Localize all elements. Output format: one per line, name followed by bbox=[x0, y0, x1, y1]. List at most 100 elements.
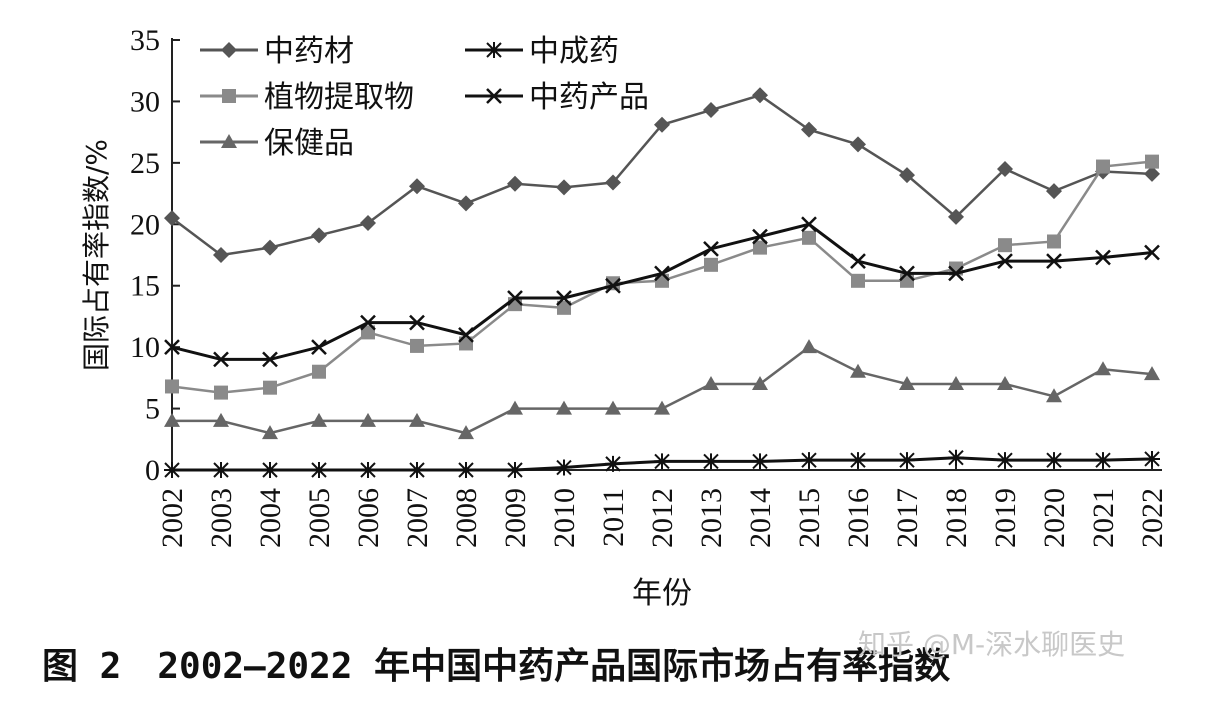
marker bbox=[458, 326, 474, 343]
marker bbox=[1095, 452, 1111, 469]
marker bbox=[222, 89, 236, 103]
marker bbox=[213, 247, 229, 263]
marker bbox=[752, 87, 768, 104]
marker bbox=[997, 253, 1013, 270]
x-tick-label: 2012 bbox=[646, 488, 679, 548]
x-tick-label: 2019 bbox=[989, 488, 1022, 548]
marker bbox=[507, 175, 523, 192]
y-tick-label: 35 bbox=[130, 24, 160, 57]
marker bbox=[899, 452, 915, 469]
marker bbox=[753, 240, 767, 255]
marker bbox=[409, 462, 425, 478]
marker bbox=[900, 273, 914, 288]
marker bbox=[262, 462, 278, 478]
marker bbox=[360, 215, 376, 232]
marker bbox=[486, 88, 502, 104]
marker bbox=[997, 452, 1013, 469]
x-tick-label: 2017 bbox=[891, 488, 924, 548]
marker bbox=[1144, 244, 1160, 261]
marker bbox=[556, 290, 572, 306]
marker bbox=[703, 453, 719, 470]
marker bbox=[948, 265, 964, 282]
marker bbox=[557, 300, 571, 315]
marker bbox=[1046, 452, 1062, 469]
marker bbox=[654, 453, 670, 470]
marker bbox=[752, 376, 768, 390]
marker bbox=[703, 376, 719, 390]
marker bbox=[556, 400, 572, 415]
marker bbox=[605, 400, 621, 415]
marker bbox=[703, 102, 719, 119]
marker bbox=[458, 462, 474, 478]
y-tick-label: 15 bbox=[130, 270, 160, 303]
marker bbox=[850, 452, 866, 469]
x-tick-label: 2021 bbox=[1087, 488, 1120, 548]
x-tick-label: 2011 bbox=[597, 488, 630, 547]
marker bbox=[997, 376, 1013, 390]
marker bbox=[361, 325, 375, 340]
marker bbox=[801, 216, 817, 233]
marker bbox=[998, 238, 1012, 253]
marker bbox=[311, 412, 327, 427]
watermark: 知乎 @M-深水聊医史 bbox=[858, 628, 1125, 661]
x-tick-label: 2006 bbox=[352, 488, 385, 548]
x-tick-label: 2002 bbox=[156, 488, 189, 548]
x-tick-label: 2005 bbox=[303, 488, 336, 548]
y-tick-label: 5 bbox=[145, 393, 160, 426]
legend-label: 中药材 bbox=[264, 34, 354, 69]
marker bbox=[507, 462, 523, 478]
marker bbox=[1046, 183, 1062, 200]
marker bbox=[948, 208, 964, 225]
marker bbox=[605, 174, 621, 191]
y-tick-label: 20 bbox=[130, 208, 160, 241]
marker bbox=[164, 339, 180, 356]
marker bbox=[486, 42, 502, 58]
x-tick-label: 2020 bbox=[1038, 488, 1071, 548]
marker bbox=[409, 314, 425, 331]
marker bbox=[899, 167, 915, 184]
marker bbox=[948, 449, 964, 466]
marker bbox=[164, 412, 180, 427]
x-tick-label: 2008 bbox=[450, 488, 483, 548]
y-tick-label: 10 bbox=[130, 331, 160, 364]
marker bbox=[899, 265, 915, 282]
y-axis-label: 国际占有率指数/% bbox=[80, 139, 113, 371]
x-axis-label: 年份 bbox=[632, 576, 692, 611]
x-tick-label: 2003 bbox=[205, 488, 238, 548]
x-tick-label: 2014 bbox=[744, 488, 777, 548]
marker bbox=[213, 462, 229, 478]
marker bbox=[556, 459, 572, 476]
marker bbox=[654, 116, 670, 133]
caption: 图 2 2002—2022 年中国中药产品国际市场占有率指数 bbox=[42, 646, 950, 687]
marker bbox=[1046, 388, 1062, 403]
x-tick-label: 2009 bbox=[499, 488, 532, 548]
marker bbox=[507, 290, 523, 306]
y-tick-label: 0 bbox=[145, 454, 160, 487]
marker bbox=[997, 161, 1013, 177]
y-tick-label: 30 bbox=[130, 85, 160, 118]
x-tick-label: 2007 bbox=[401, 488, 434, 548]
x-tick-label: 2016 bbox=[842, 488, 875, 548]
marker bbox=[409, 178, 425, 195]
marker bbox=[262, 425, 278, 440]
marker bbox=[360, 462, 376, 478]
x-tick-label: 2018 bbox=[940, 488, 973, 548]
marker bbox=[263, 380, 277, 395]
marker bbox=[654, 265, 670, 282]
marker bbox=[311, 462, 327, 478]
legend-label: 植物提取物 bbox=[264, 80, 414, 115]
marker bbox=[165, 379, 179, 394]
marker bbox=[213, 412, 229, 427]
marker bbox=[801, 339, 817, 354]
marker bbox=[214, 385, 228, 400]
marker bbox=[164, 210, 180, 227]
marker bbox=[704, 257, 718, 272]
marker bbox=[458, 195, 474, 212]
marker bbox=[221, 134, 237, 148]
marker bbox=[654, 400, 670, 415]
marker bbox=[1046, 253, 1062, 270]
marker bbox=[409, 412, 425, 427]
marker bbox=[311, 339, 327, 356]
marker bbox=[507, 400, 523, 415]
